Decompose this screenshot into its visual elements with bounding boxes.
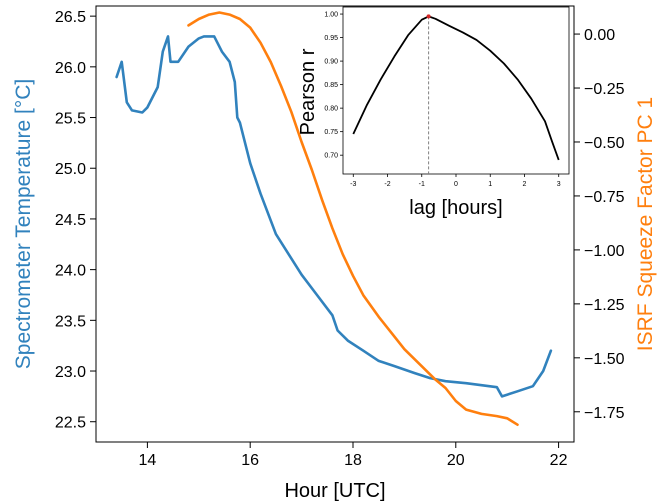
inset-series-layer: [352, 14, 560, 174]
y-tick-label-left: 22.5: [55, 415, 86, 432]
inset-y-tick-label: 0.90: [324, 59, 338, 66]
inset-y-tick-label: 1.00: [324, 12, 338, 19]
temperature-line: [115, 35, 553, 398]
y-tick-label-right: −0.75: [584, 189, 625, 206]
squeeze-factor-line: [187, 11, 519, 427]
x-tick-label: 18: [344, 452, 362, 469]
inset-axis-ticks: -3 -2 -1 0 1 2 3 0.70 0.75 0.80 0.85 0.90 0.95 1.00: [324, 12, 560, 188]
inset-plot-frame: [342, 6, 570, 175]
inset-x-tick-label: -1: [419, 181, 425, 188]
inset-x-axis-label: lag [hours]: [409, 197, 502, 219]
inset-x-tick-label: -3: [350, 181, 356, 188]
y-tick-label-left: 24.5: [55, 212, 86, 229]
y-tick-label-right: −1.25: [584, 297, 625, 314]
y-tick-label-right: −0.50: [584, 135, 625, 152]
inset-y-tick-label: 0.95: [324, 35, 338, 42]
inset-x-tick-label: 1: [488, 181, 492, 188]
x-tick-label: 14: [138, 452, 156, 469]
y-tick-label-left: 24.0: [55, 263, 86, 280]
y-tick-label-left: 26.0: [55, 60, 86, 77]
peak-marker: [426, 14, 431, 19]
inset-y-axis-label: Pearson r: [297, 48, 319, 135]
x-axis-label: Hour [UTC]: [284, 480, 385, 502]
y-tick-label-right: −1.75: [584, 405, 625, 422]
main-series-layer: [115, 11, 553, 427]
inset-x-tick-label: 3: [557, 181, 561, 188]
inset-y-tick-label: 0.80: [324, 106, 338, 113]
inset-y-tick-label: 0.70: [324, 153, 338, 160]
y-tick-label-left: 26.5: [55, 9, 86, 26]
y-tick-label-left: 23.0: [55, 364, 86, 381]
y-tick-label-left: 23.5: [55, 313, 86, 330]
x-tick-label: 16: [241, 452, 259, 469]
inset-y-tick-label: 0.75: [324, 129, 338, 136]
main-axis-ticks: 14 16 18 20 2222.523.023.524.024.525.025.526…: [55, 9, 625, 469]
inset-x-tick-label: 0: [454, 181, 458, 188]
inset-y-tick-label: 0.85: [324, 82, 338, 89]
x-tick-label: 20: [447, 452, 465, 469]
y-tick-label-right: −1.50: [584, 351, 625, 368]
correlation-line: [352, 15, 560, 161]
y-tick-label-left: 25.5: [55, 111, 86, 128]
inset-x-tick-label: 2: [523, 181, 527, 188]
y-axis-label-left: Spectrometer Temperature [°C]: [12, 79, 35, 369]
y-tick-label-left: 25.0: [55, 161, 86, 178]
inset-x-tick-label: -2: [384, 181, 390, 188]
y-tick-label-right: 0.00: [584, 27, 615, 44]
y-axis-label-right: ISRF Squeeze Factor PC 1: [634, 97, 657, 351]
x-tick-label: 22: [550, 452, 568, 469]
y-tick-label-right: −1.00: [584, 243, 625, 260]
y-tick-label-right: −0.25: [584, 81, 625, 98]
